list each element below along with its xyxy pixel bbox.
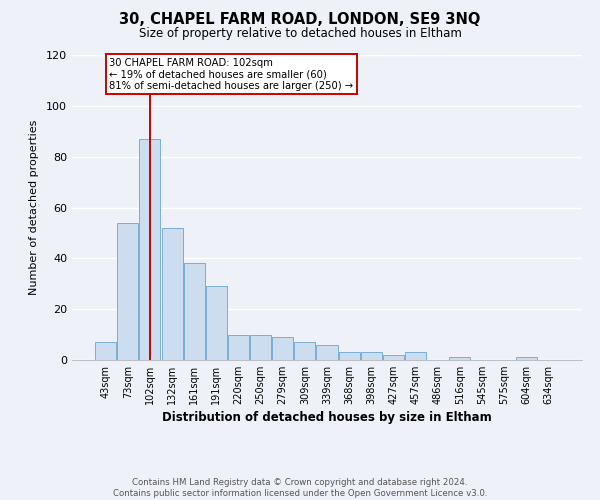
Text: 30, CHAPEL FARM ROAD, LONDON, SE9 3NQ: 30, CHAPEL FARM ROAD, LONDON, SE9 3NQ	[119, 12, 481, 28]
Bar	[405, 352, 426, 360]
Bar	[118, 223, 139, 360]
Bar	[361, 352, 382, 360]
Bar	[295, 342, 316, 360]
Bar	[161, 228, 182, 360]
Bar	[272, 337, 293, 360]
X-axis label: Distribution of detached houses by size in Eltham: Distribution of detached houses by size …	[162, 412, 492, 424]
Bar	[338, 352, 359, 360]
Bar	[515, 358, 536, 360]
Y-axis label: Number of detached properties: Number of detached properties	[29, 120, 39, 295]
Text: Size of property relative to detached houses in Eltham: Size of property relative to detached ho…	[139, 28, 461, 40]
Text: 30 CHAPEL FARM ROAD: 102sqm
← 19% of detached houses are smaller (60)
81% of sem: 30 CHAPEL FARM ROAD: 102sqm ← 19% of det…	[109, 58, 353, 90]
Bar	[184, 264, 205, 360]
Bar	[383, 355, 404, 360]
Bar	[250, 334, 271, 360]
Bar	[316, 345, 338, 360]
Bar	[228, 334, 249, 360]
Text: Contains HM Land Registry data © Crown copyright and database right 2024.
Contai: Contains HM Land Registry data © Crown c…	[113, 478, 487, 498]
Bar	[206, 286, 227, 360]
Bar	[139, 139, 160, 360]
Bar	[449, 358, 470, 360]
Bar	[95, 342, 116, 360]
